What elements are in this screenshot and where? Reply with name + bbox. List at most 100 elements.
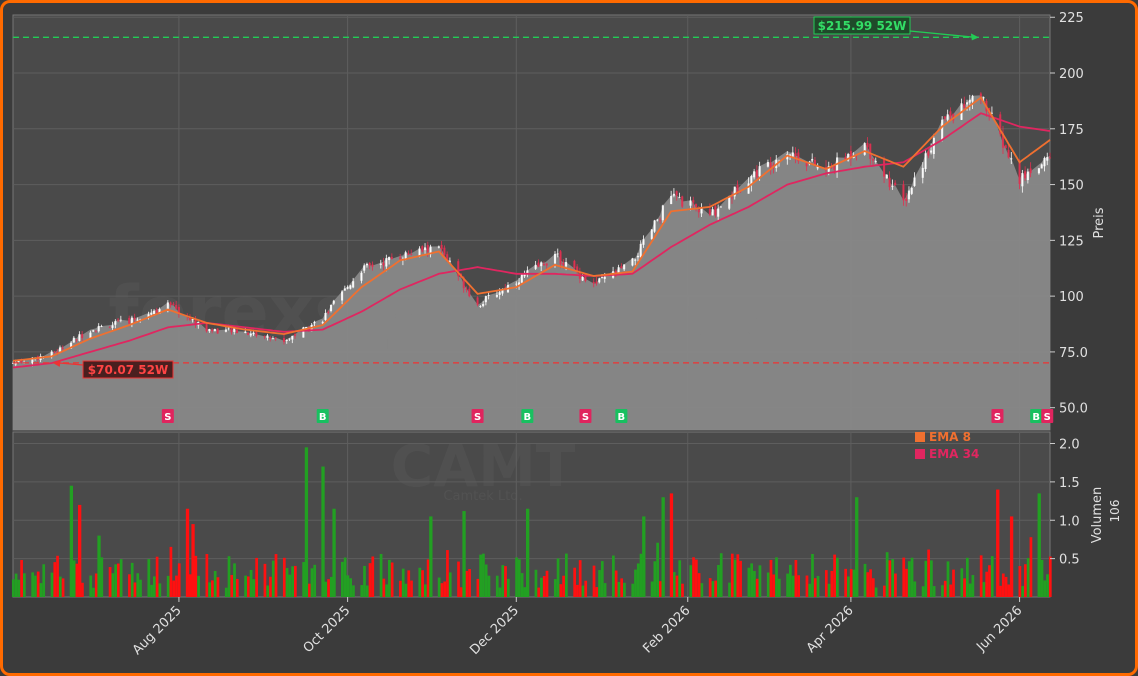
- candle-body: [753, 171, 756, 178]
- volume-bar: [537, 587, 541, 597]
- volume-bar: [34, 575, 37, 597]
- candle-body: [755, 170, 758, 178]
- candle-body: [1024, 171, 1027, 179]
- volume-spike-bar: [1037, 493, 1041, 597]
- candle-body: [130, 317, 133, 324]
- price-tick-label: 75.0: [1059, 346, 1088, 361]
- candle-body: [1018, 161, 1021, 184]
- volume-bar: [556, 558, 560, 597]
- volume-spike-bar: [669, 493, 674, 597]
- volume-bar: [197, 575, 200, 597]
- candle-body: [805, 162, 808, 167]
- ema8-line: [12, 96, 1051, 362]
- low-52w-badge: [82, 360, 174, 379]
- volume-bar: [1026, 558, 1030, 597]
- volume-bar: [476, 578, 480, 597]
- candle-body: [871, 158, 875, 161]
- buy-signal-marker: [1030, 409, 1043, 423]
- candle-body: [216, 328, 219, 334]
- volume-bar: [266, 585, 270, 597]
- candle-body: [211, 329, 214, 332]
- volume-bar: [678, 560, 682, 597]
- volume-bar: [941, 585, 944, 597]
- candle-body: [700, 207, 703, 214]
- candle-body: [888, 177, 891, 188]
- volume-bar: [534, 569, 538, 597]
- volume-bar: [816, 575, 820, 597]
- candle-body: [603, 276, 606, 279]
- candle-body: [905, 198, 908, 201]
- candle-body: [927, 151, 930, 156]
- volume-bar: [694, 559, 698, 597]
- volume-bar: [368, 563, 372, 597]
- candle-body: [92, 330, 95, 332]
- candle-body: [708, 209, 711, 216]
- volume-bar: [559, 584, 563, 597]
- volume-bar: [943, 580, 947, 597]
- candle-body: [263, 336, 266, 338]
- candle-body: [631, 258, 634, 266]
- candle-body: [78, 334, 81, 341]
- volume-bar: [863, 563, 867, 597]
- volume-bar: [636, 563, 640, 597]
- candle-body: [332, 300, 335, 304]
- sell-signal-marker: [161, 409, 174, 423]
- volume-spike-bar: [332, 508, 336, 597]
- candle-body: [443, 247, 446, 256]
- candle-body: [418, 248, 421, 257]
- candle-body: [930, 150, 933, 153]
- volume-bar: [482, 553, 485, 597]
- volume-bar: [711, 581, 715, 597]
- volume-bar: [675, 575, 679, 597]
- volume-bar: [388, 559, 391, 597]
- candle-body: [1040, 164, 1043, 169]
- volume-bar: [72, 560, 76, 597]
- candle-body: [288, 338, 291, 340]
- candle-body: [573, 260, 576, 269]
- volume-spike-bar: [97, 535, 101, 597]
- volume-bar: [717, 564, 720, 597]
- volume-bar: [777, 578, 781, 597]
- volume-bar: [17, 579, 21, 597]
- volume-bar: [53, 562, 57, 597]
- volume-bar: [426, 559, 430, 597]
- volume-bar: [631, 583, 635, 597]
- candle-body: [600, 277, 604, 278]
- volume-bar: [930, 560, 933, 597]
- buy-signal-marker: [521, 409, 534, 423]
- candle-body: [407, 253, 410, 256]
- volume-bar: [659, 581, 662, 597]
- candle-body: [291, 335, 294, 340]
- volume-bar: [230, 574, 234, 597]
- volume-bar: [708, 578, 712, 597]
- x-tick-label: Dec 2025: [467, 603, 522, 658]
- volume-bar: [313, 564, 317, 597]
- candle-body: [465, 289, 468, 291]
- volume-bar: [94, 573, 98, 597]
- volume-bar: [949, 584, 953, 597]
- candle-body: [650, 229, 653, 240]
- candle-body: [119, 319, 122, 321]
- volume-bar: [440, 583, 444, 597]
- volume-bar: [595, 587, 599, 597]
- candle-body: [614, 271, 617, 274]
- candle-body: [520, 274, 523, 283]
- candle-body: [117, 319, 120, 321]
- signal-label: S: [994, 412, 1001, 423]
- candle-body: [479, 306, 482, 307]
- volume-bar: [1048, 556, 1052, 597]
- candle-body: [537, 262, 540, 267]
- candle-body: [1046, 157, 1049, 161]
- candle-body: [639, 243, 642, 258]
- volume-bar: [1043, 580, 1047, 597]
- volume-bar: [747, 567, 751, 597]
- volume-bar: [755, 578, 759, 597]
- high-52w-label: $215.99 52W: [818, 19, 907, 33]
- volume-bar: [100, 557, 104, 597]
- volume-axis-label: Volumen: [1090, 487, 1105, 544]
- candle-body: [1010, 158, 1013, 160]
- candle-body: [462, 277, 465, 289]
- candle-body: [476, 297, 479, 305]
- volume-axis-unit: 106: [1108, 500, 1122, 523]
